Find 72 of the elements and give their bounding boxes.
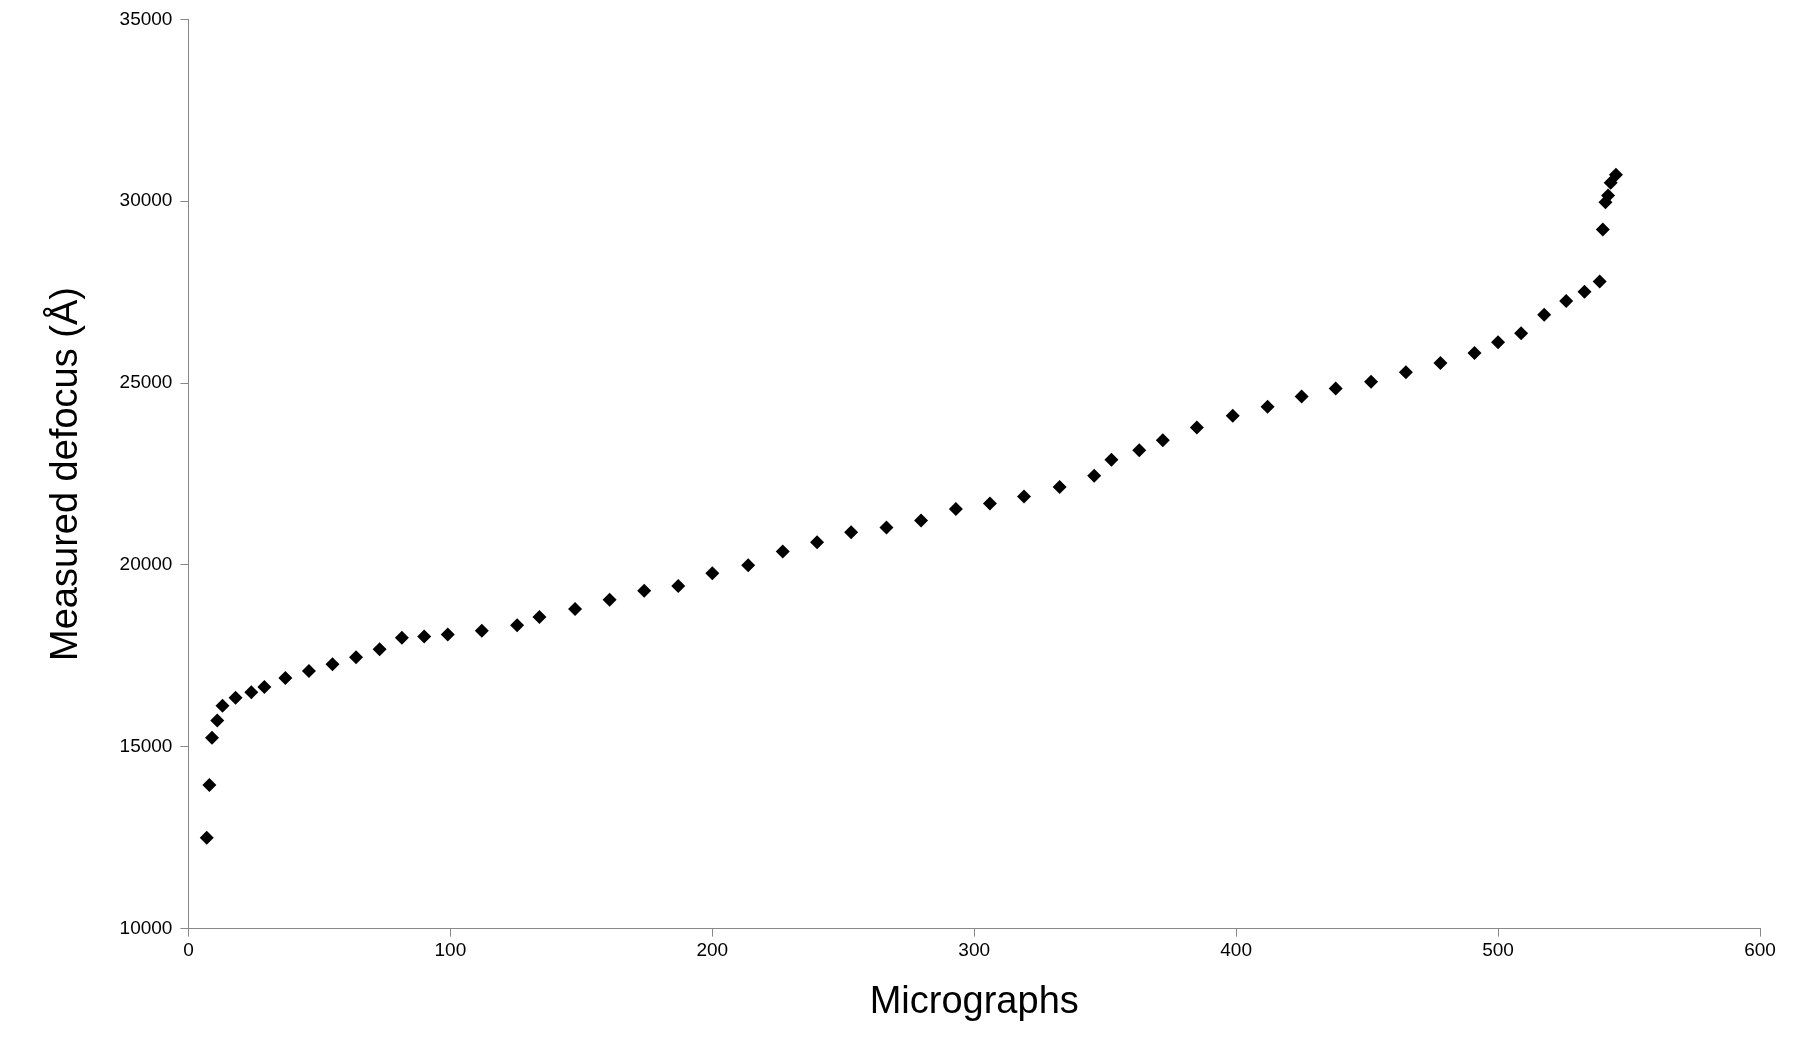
point xyxy=(244,685,259,700)
point xyxy=(440,627,455,642)
point xyxy=(394,630,409,645)
point xyxy=(671,579,686,594)
point xyxy=(1260,399,1275,414)
point xyxy=(228,690,243,705)
point xyxy=(1467,345,1482,360)
point xyxy=(205,730,220,745)
point xyxy=(199,830,214,845)
point xyxy=(278,671,293,686)
point xyxy=(914,513,929,528)
point xyxy=(602,592,617,607)
point xyxy=(372,642,387,657)
point xyxy=(510,618,525,633)
point xyxy=(1225,408,1240,423)
point xyxy=(948,501,963,516)
point xyxy=(810,535,825,550)
point xyxy=(1608,167,1623,182)
x-tick-label: 0 xyxy=(183,939,194,961)
point xyxy=(879,520,894,535)
point xyxy=(1514,326,1529,341)
x-tick-label: 100 xyxy=(434,939,467,961)
point xyxy=(982,496,997,511)
point xyxy=(349,650,364,665)
y-tick-label: 20000 xyxy=(119,553,173,575)
point xyxy=(1577,284,1592,299)
point xyxy=(1087,468,1102,483)
point xyxy=(474,623,489,638)
point xyxy=(1016,489,1031,504)
point xyxy=(257,680,272,695)
point xyxy=(1328,381,1343,396)
point xyxy=(1537,307,1552,322)
x-tick-label: 300 xyxy=(958,939,991,961)
y-tick-label: 30000 xyxy=(119,189,173,211)
point xyxy=(532,609,547,624)
point xyxy=(301,664,316,679)
x-tick-label: 200 xyxy=(696,939,729,961)
point xyxy=(1104,452,1119,467)
point xyxy=(1603,175,1618,190)
point xyxy=(637,583,652,598)
y-tick-label: 10000 xyxy=(119,916,173,938)
x-tick-label: 600 xyxy=(1744,939,1776,961)
point xyxy=(1052,480,1067,495)
point xyxy=(210,713,225,728)
x-tick-label: 400 xyxy=(1220,939,1252,961)
point xyxy=(1155,433,1170,448)
point xyxy=(741,558,756,573)
point xyxy=(1132,443,1147,458)
x-axis-title: Micrographs xyxy=(869,978,1079,1021)
x-tick-label: 500 xyxy=(1482,939,1514,961)
point xyxy=(844,525,859,540)
point xyxy=(1491,335,1506,350)
point xyxy=(775,544,790,559)
point xyxy=(325,657,340,672)
point xyxy=(215,698,230,713)
point xyxy=(1559,293,1574,308)
y-tick-label: 25000 xyxy=(119,371,173,393)
point xyxy=(202,777,217,792)
point xyxy=(1189,420,1204,435)
point xyxy=(1601,188,1616,203)
point xyxy=(1398,365,1413,380)
y-tick-label: 35000 xyxy=(119,7,173,29)
point xyxy=(1364,374,1379,389)
point xyxy=(1592,274,1607,289)
y-axis-title: Measured defocus (Å) xyxy=(42,287,86,661)
y-tick-label: 15000 xyxy=(119,734,173,756)
point xyxy=(1595,222,1610,237)
point xyxy=(568,601,583,616)
point xyxy=(1294,389,1309,404)
point xyxy=(417,629,432,644)
point xyxy=(705,566,720,581)
point xyxy=(1433,356,1448,371)
